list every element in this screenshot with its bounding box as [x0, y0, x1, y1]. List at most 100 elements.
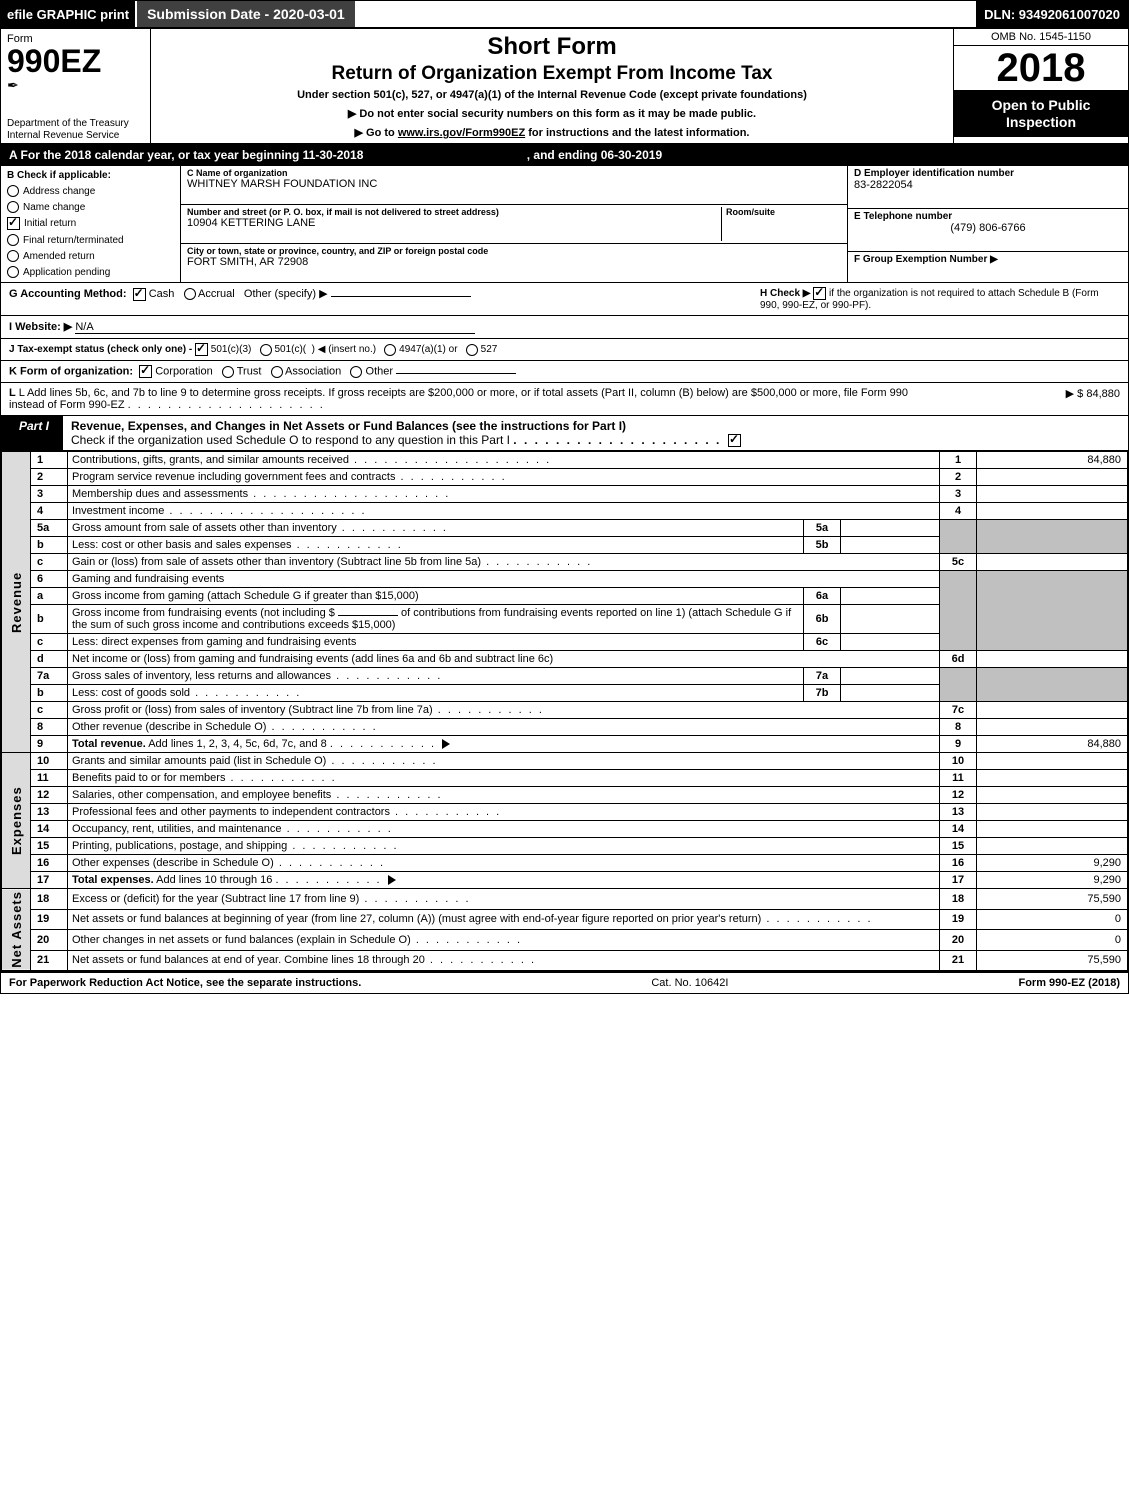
omb-number: OMB No. 1545-1150 — [954, 29, 1128, 46]
line-21-value: 75,590 — [977, 950, 1128, 970]
chk-address-change[interactable]: Address change — [7, 185, 174, 197]
radio-icon[interactable] — [184, 288, 196, 300]
subtitle: Under section 501(c), 527, or 4947(a)(1)… — [161, 89, 943, 101]
radio-icon[interactable] — [222, 366, 234, 378]
chk-initial-return[interactable]: Initial return — [7, 217, 174, 230]
goto-line[interactable]: ▶ Go to www.irs.gov/Form990EZ for instru… — [161, 126, 943, 139]
radio-icon[interactable] — [7, 234, 19, 246]
line-20-value: 0 — [977, 930, 1128, 950]
line-7a-mini — [841, 668, 940, 685]
group-exemption-label: F Group Exemption Number ▶ — [854, 254, 1122, 265]
radio-icon[interactable] — [7, 250, 19, 262]
revenue-side-label: Revenue — [2, 452, 31, 753]
line-7b-mini — [841, 685, 940, 702]
line-9-value: 84,880 — [977, 736, 1128, 753]
part-1-table: Revenue 1 Contributions, gifts, grants, … — [1, 451, 1128, 971]
box-b: B Check if applicable: Address change Na… — [1, 166, 181, 282]
radio-icon[interactable] — [7, 266, 19, 278]
city-label: City or town, state or province, country… — [187, 246, 841, 256]
phone-label: E Telephone number — [854, 211, 1122, 222]
line-19-value: 0 — [977, 909, 1128, 929]
line-4-value — [977, 503, 1128, 520]
group-exemption-row: F Group Exemption Number ▶ — [848, 252, 1128, 282]
line-17-value: 9,290 — [977, 872, 1128, 889]
department-label: Department of the Treasury — [7, 118, 129, 129]
checkbox-icon[interactable] — [195, 343, 208, 356]
g-accounting: G Accounting Method: Cash Accrual Other … — [9, 287, 760, 311]
line-14-value — [977, 821, 1128, 838]
street-label: Number and street (or P. O. box, if mail… — [187, 207, 721, 217]
arrow-icon — [388, 875, 396, 885]
radio-icon[interactable] — [7, 185, 19, 197]
open-to-public: Open to Public Inspection — [954, 91, 1128, 137]
org-name-row: C Name of organization WHITNEY MARSH FOU… — [181, 166, 847, 205]
irs-label: Internal Revenue Service — [7, 130, 119, 141]
radio-icon[interactable] — [271, 366, 283, 378]
warning-line: ▶ Do not enter social security numbers o… — [161, 107, 943, 120]
radio-icon[interactable] — [7, 201, 19, 213]
k-label: K Form of organization: — [9, 365, 133, 377]
g-label: G Accounting Method: — [9, 288, 127, 300]
line-10-value — [977, 753, 1128, 770]
efile-print-label[interactable]: efile GRAPHIC print — [1, 1, 135, 27]
short-form-title: Short Form — [161, 33, 943, 61]
checkbox-icon[interactable] — [7, 217, 20, 230]
website-value: N/A — [75, 321, 475, 334]
row-a-taxyear: A For the 2018 calendar year, or tax yea… — [1, 145, 1128, 166]
header-right: OMB No. 1545-1150 2018 Open to Public In… — [954, 29, 1128, 143]
line-12-value — [977, 787, 1128, 804]
chk-name-change[interactable]: Name change — [7, 201, 174, 213]
other-org-input[interactable] — [396, 373, 516, 374]
box-def: D Employer identification number 83-2822… — [848, 166, 1128, 282]
l-text: L L Add lines 5b, 6c, and 7b to line 9 t… — [9, 387, 929, 411]
city-row: City or town, state or province, country… — [181, 244, 847, 282]
line-6a-mini — [841, 588, 940, 605]
line-6b-mini — [841, 605, 940, 634]
footer-catno: Cat. No. 10642I — [651, 977, 728, 989]
6b-amount-input[interactable] — [338, 615, 398, 616]
line-6d-value — [977, 651, 1128, 668]
line-5c-value — [977, 554, 1128, 571]
radio-icon[interactable] — [384, 344, 396, 356]
footer-formno: Form 990-EZ (2018) — [1018, 977, 1120, 989]
footer-left: For Paperwork Reduction Act Notice, see … — [9, 977, 361, 989]
checkbox-icon[interactable] — [139, 365, 152, 378]
header-center: Short Form Return of Organization Exempt… — [151, 29, 954, 143]
row-i-website: I Website: ▶ N/A — [1, 316, 1128, 339]
ein-row: D Employer identification number 83-2822… — [848, 166, 1128, 209]
irs-link[interactable]: www.irs.gov/Form990EZ — [398, 127, 525, 139]
chk-application-pending[interactable]: Application pending — [7, 266, 174, 278]
line-1-value: 84,880 — [977, 452, 1128, 469]
radio-icon[interactable] — [350, 366, 362, 378]
row-a-text: A For the 2018 calendar year, or tax yea… — [9, 148, 363, 162]
line-5a-mini — [841, 520, 940, 537]
chk-amended-return[interactable]: Amended return — [7, 250, 174, 262]
other-specify-input[interactable] — [331, 296, 471, 297]
top-bar: efile GRAPHIC print Submission Date - 20… — [1, 1, 1128, 29]
form-left: Form 990EZ ✒ Department of the Treasury … — [1, 29, 151, 143]
website-label: I Website: ▶ — [9, 321, 72, 333]
radio-icon[interactable] — [260, 344, 272, 356]
row-j-status: J Tax-exempt status (check only one) - 5… — [1, 339, 1128, 361]
line-13-value — [977, 804, 1128, 821]
submission-date-button[interactable]: Submission Date - 2020-03-01 — [135, 1, 357, 27]
radio-icon[interactable] — [466, 344, 478, 356]
line-7c-value — [977, 702, 1128, 719]
part-1-pill: Part I — [1, 416, 63, 450]
box-c: C Name of organization WHITNEY MARSH FOU… — [181, 166, 848, 282]
block-bcdef: B Check if applicable: Address change Na… — [1, 166, 1128, 283]
checkbox-icon[interactable] — [133, 288, 146, 301]
line-5b-mini — [841, 537, 940, 554]
line-16-value: 9,290 — [977, 855, 1128, 872]
org-name-label: C Name of organization — [187, 168, 841, 178]
part-1-header: Part I Revenue, Expenses, and Changes in… — [1, 416, 1128, 451]
box-b-header: B Check if applicable: — [7, 170, 174, 181]
netassets-side-label: Net Assets — [2, 889, 31, 971]
checkbox-icon[interactable] — [728, 434, 741, 447]
part-1-title: Revenue, Expenses, and Changes in Net As… — [63, 416, 749, 450]
checkbox-icon[interactable] — [813, 287, 826, 300]
chk-final-return[interactable]: Final return/terminated — [7, 234, 174, 246]
tax-year: 2018 — [954, 46, 1128, 91]
ein-value: 83-2822054 — [854, 179, 1122, 191]
row-g-h: G Accounting Method: Cash Accrual Other … — [1, 283, 1128, 316]
